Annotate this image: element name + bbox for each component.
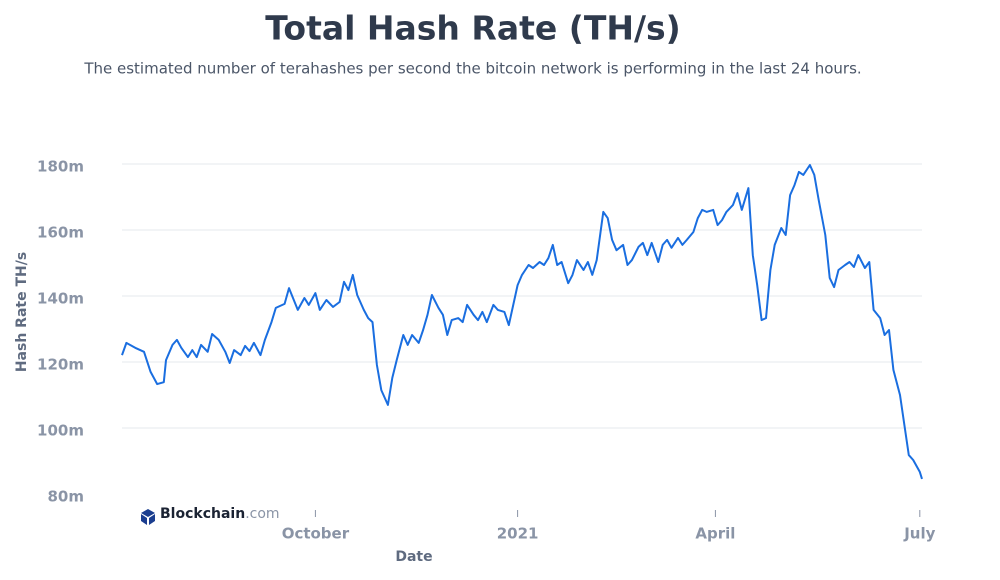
y-tick-label: 140m: [37, 290, 84, 308]
logo-icon: [141, 509, 155, 525]
y-tick-label: 160m: [37, 224, 84, 242]
x-tick-label: 2021: [497, 525, 539, 543]
y-axis-label: Hash Rate TH/s: [14, 252, 30, 372]
logo-text: Blockchain.com: [160, 506, 280, 522]
y-tick-label: 80m: [47, 488, 84, 506]
x-tick-label: October: [282, 525, 350, 543]
logo-main: Blockchain: [160, 506, 245, 522]
y-tick-label: 180m: [37, 158, 84, 176]
logo-suffix: .com: [245, 506, 279, 522]
watermark: Blockchain.com: [141, 506, 280, 525]
x-tick-label: April: [695, 525, 735, 543]
x-tick-label: July: [903, 525, 935, 543]
chart-title: Total Hash Rate (TH/s): [265, 9, 680, 48]
x-axis-label: Date: [395, 549, 432, 565]
y-tick-label: 100m: [37, 422, 84, 440]
chart-subtitle: The estimated number of terahashes per s…: [83, 60, 861, 78]
y-tick-label: 120m: [37, 356, 84, 374]
data-line: [121, 164, 923, 480]
